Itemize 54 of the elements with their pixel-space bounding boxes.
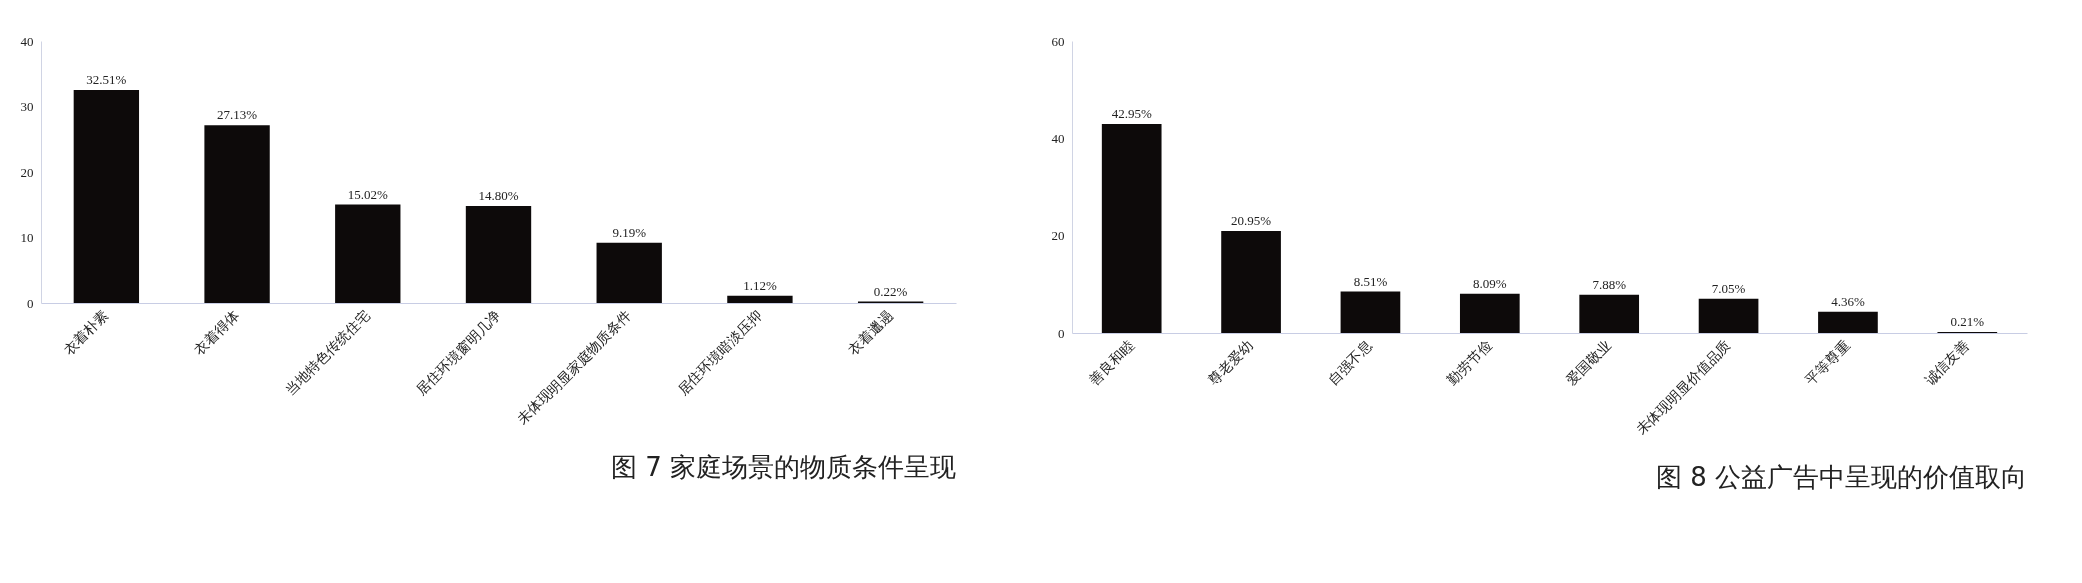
bar	[1818, 311, 1878, 333]
x-tick-label: 诚信友善	[1921, 337, 1973, 389]
y-tick-label: 20	[20, 164, 34, 180]
data-label: 7.05%	[1711, 280, 1746, 296]
bar	[1101, 123, 1162, 333]
data-label: 4.36%	[1831, 293, 1865, 309]
bar	[1459, 293, 1520, 333]
text: 图 8 公益广告中呈现的价值取向	[1655, 462, 2027, 493]
y-tick-label: 0	[27, 295, 34, 311]
x-tick-label: 居住环境窗明几净	[413, 307, 504, 398]
data-label: 1.12%	[743, 277, 777, 293]
x-tick-label: 善良和睦	[1085, 337, 1137, 389]
y-tick-label: 40	[20, 33, 34, 49]
data-label: 7.88%	[1592, 276, 1627, 292]
x-tick-label: 勤劳节俭	[1444, 337, 1495, 389]
data-label: 42.95%	[1111, 105, 1152, 121]
bar	[335, 204, 401, 303]
x-tick-label: 未体现明显价值品质	[1633, 337, 1734, 438]
bar	[727, 295, 793, 303]
data-label: 8.09%	[1473, 275, 1507, 291]
x-tick-label: 未体现明显家庭物质条件	[514, 307, 635, 428]
y-tick-label: 30	[20, 99, 34, 114]
data-label: 32.51%	[86, 72, 127, 88]
data-label: 0.22%	[873, 283, 908, 299]
x-tick-label: 自强不息	[1325, 337, 1376, 389]
text: 图 7 家庭场景的物质条件呈现	[610, 451, 956, 482]
y-tick-label: 20	[1051, 228, 1065, 244]
x-tick-label: 爱国敬业	[1563, 337, 1615, 389]
bar	[1221, 231, 1281, 333]
bar	[204, 125, 270, 303]
x-tick-label: 尊老爱幼	[1205, 337, 1257, 389]
data-label: 15.02%	[347, 186, 388, 202]
data-label: 9.19%	[612, 224, 647, 240]
bar	[596, 242, 662, 303]
bar	[1340, 291, 1401, 333]
x-tick-label: 平等尊重	[1802, 337, 1853, 389]
y-tick-label: 0	[1058, 325, 1065, 341]
data-label: 0.21%	[1950, 313, 1985, 329]
x-tick-label: 居住环境暗淡压抑	[675, 307, 765, 398]
y-tick-label: 10	[20, 230, 34, 245]
y-tick-label: 60	[1051, 33, 1065, 49]
x-tick-label: 衣着朴素	[61, 307, 112, 359]
data-label: 27.13%	[217, 107, 258, 123]
x-tick-label: 当地特色传统住宅	[282, 307, 373, 398]
data-label: 8.51%	[1353, 273, 1388, 289]
x-tick-label: 衣着邋遢	[845, 307, 896, 359]
x-tick-label: 衣着得体	[191, 307, 243, 359]
data-label: 14.80%	[478, 188, 519, 204]
bar	[1698, 298, 1759, 333]
data-label: 20.95%	[1231, 213, 1272, 229]
y-tick-label: 40	[1051, 130, 1065, 146]
bar	[1579, 294, 1640, 333]
bar	[73, 90, 140, 303]
bar	[465, 206, 532, 303]
